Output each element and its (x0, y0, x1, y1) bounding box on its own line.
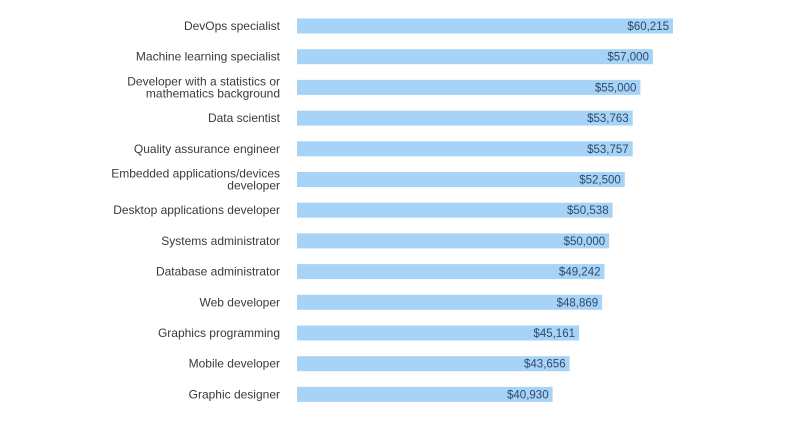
category-label-1: Machine learning specialist (136, 50, 281, 64)
bar-10 (297, 325, 579, 341)
value-label-9: $48,869 (557, 297, 599, 309)
category-labels: DevOps specialist Machine learning specia… (111, 19, 280, 401)
category-label-line: Developer with a statistics or (127, 74, 280, 88)
category-label-line: developer (227, 179, 280, 193)
value-label-8: $49,242 (559, 267, 601, 279)
category-label-line: Graphic designer (189, 387, 280, 401)
category-label-line: Graphics programming (158, 326, 280, 340)
category-label-7: Systems administrator (161, 234, 280, 248)
category-label-10: Graphics programming (158, 326, 280, 340)
value-label-0: $60,215 (627, 21, 669, 33)
category-label-line: Systems administrator (161, 234, 280, 248)
category-label-3: Data scientist (208, 111, 281, 125)
value-label-3: $53,763 (587, 113, 629, 125)
bar-5 (297, 172, 625, 187)
category-label-6: Desktop applications developer (113, 203, 280, 217)
category-label-line: Database administrator (156, 265, 280, 279)
value-label-5: $52,500 (579, 175, 621, 187)
bar-7 (297, 233, 610, 249)
category-label-line: DevOps specialist (184, 19, 281, 33)
value-label-1: $57,000 (607, 52, 649, 64)
value-label-12: $40,930 (507, 389, 549, 401)
category-label-4: Quality assurance engineer (134, 142, 280, 156)
bar-9 (297, 294, 603, 310)
category-label-9: Web developer (200, 295, 281, 309)
bar-0 (297, 18, 673, 34)
value-label-2: $55,000 (595, 82, 637, 94)
category-label-line: Desktop applications developer (113, 203, 280, 217)
category-label-2: Developer with a statistics or mathematic… (127, 74, 280, 100)
bar-2 (297, 79, 641, 95)
category-label-line: Mobile developer (189, 357, 280, 371)
value-label-10: $45,161 (533, 328, 575, 340)
category-label-line: mathematics background (146, 86, 280, 100)
value-label-11: $43,656 (524, 359, 566, 371)
category-label-12: Graphic designer (189, 387, 280, 401)
category-label-0: DevOps specialist (184, 19, 281, 33)
category-label-line: Quality assurance engineer (134, 142, 280, 156)
bars (297, 18, 673, 402)
bar-6 (297, 202, 613, 218)
category-label-line: Embedded applications/devices (111, 167, 280, 181)
value-labels: $60,215 $57,000 $55,000 $53,763 $53,757 $52,5… (507, 21, 669, 401)
bar-1 (297, 49, 653, 65)
bar-3 (297, 110, 633, 126)
value-label-7: $50,000 (564, 236, 606, 248)
category-label-line: Machine learning specialist (136, 50, 281, 64)
value-label-6: $50,538 (567, 205, 609, 217)
category-label-line: Data scientist (208, 111, 281, 125)
category-label-line: Web developer (200, 295, 281, 309)
value-label-4: $53,757 (587, 144, 629, 156)
bar-4 (297, 141, 633, 157)
bar-12 (297, 386, 553, 402)
bar-11 (297, 356, 570, 372)
category-label-8: Database administrator (156, 265, 280, 279)
bar-8 (297, 264, 605, 280)
category-label-11: Mobile developer (189, 357, 280, 371)
category-label-5: Embedded applications/devices developer (111, 167, 280, 193)
